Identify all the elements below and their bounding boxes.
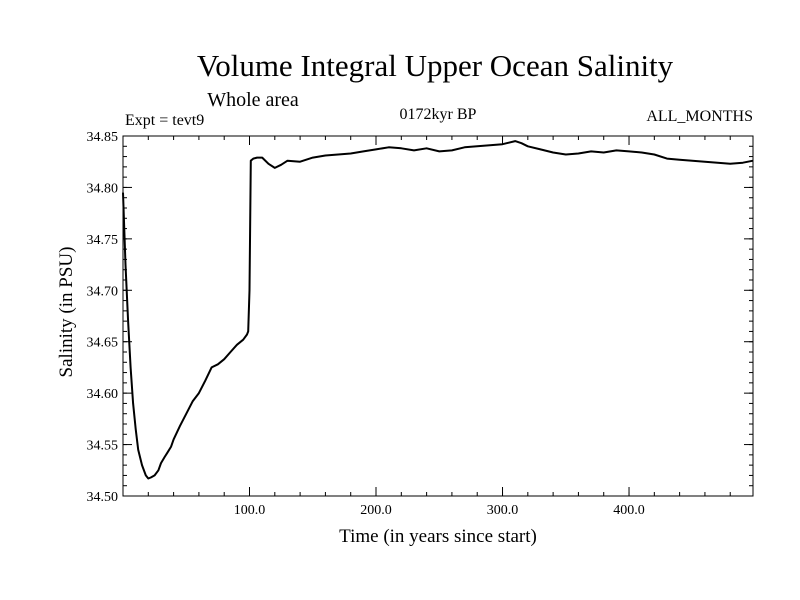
x-axis-label: Time (in years since start) — [339, 526, 537, 547]
y-axis-label: Salinity (in PSU) — [56, 247, 77, 378]
series-line-0 — [122, 140, 754, 480]
y-tick-label: 34.80 — [87, 181, 119, 196]
x-tick-label: 200.0 — [360, 503, 392, 518]
y-tick-label: 34.60 — [87, 387, 119, 402]
plot-area — [122, 135, 754, 497]
y-tick-label: 34.65 — [87, 336, 119, 351]
y-tick-label: 34.70 — [87, 284, 119, 299]
y-tick-label: 34.50 — [87, 490, 119, 505]
x-tick-label: 300.0 — [487, 503, 519, 518]
months-label: ALL_MONTHS — [646, 108, 753, 125]
y-tick-label: 34.75 — [87, 233, 119, 248]
plot-frame — [122, 135, 754, 497]
chart-title: Volume Integral Upper Ocean Salinity — [197, 48, 674, 83]
y-tick-label: 34.55 — [87, 439, 119, 454]
axis-ticks: 34.50 34.55 34.60 34.65 34.70 34.75 34.80 34.85… — [87, 130, 753, 518]
x-tick-label: 400.0 — [613, 503, 645, 518]
experiment-label: Expt = tevt9 — [125, 112, 204, 129]
period-label: 0172kyr BP — [400, 106, 477, 123]
y-tick-label: 34.85 — [87, 130, 119, 145]
chart-subtitle: Whole area — [207, 89, 299, 111]
x-tick-label: 100.0 — [234, 503, 266, 518]
